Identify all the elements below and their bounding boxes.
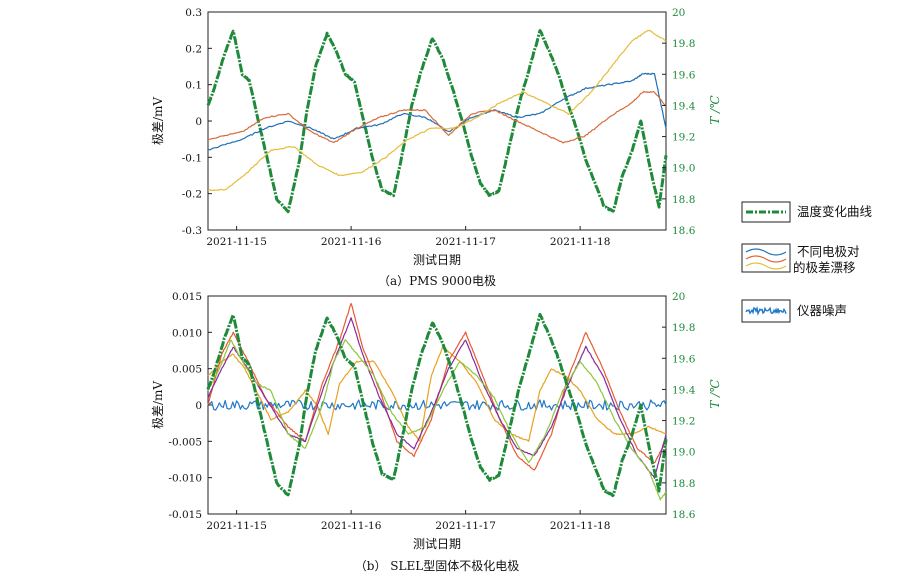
y2-tick-label: 20 [672, 291, 685, 303]
legend-drift-label-line2: 的极差漂移 [793, 260, 856, 275]
legend-noise-line-icon [745, 305, 787, 316]
panel-a-caption: （a）PMS 9000电极 [378, 274, 496, 288]
x-tick-label: 2021-11-15 [206, 236, 267, 248]
panel-a-y-ticks: 0.3 0.2 0.1 0 -0.1 -0.2 -0.3 [182, 7, 212, 237]
y2-tick-label: 18.8 [672, 194, 695, 206]
y-tick-label: -0.015 [168, 509, 202, 521]
panel-b-series [206, 302, 668, 501]
x-tick-label: 2021-11-17 [435, 236, 496, 248]
y2-tick-label: 19.6 [672, 353, 696, 365]
legend-temperature-label: 温度变化曲线 [797, 204, 873, 219]
y2-tick-label: 19.4 [672, 384, 696, 396]
y2-tick-label: 19.0 [672, 163, 695, 175]
y2-tick-label: 20 [672, 7, 685, 19]
legend-noise-label: 仪器噪声 [797, 303, 847, 318]
x-tick-label: 2021-11-18 [550, 236, 611, 248]
panel-b-y-ticks: 0.015 0.010 0.005 0 -0.005 -0.010 -0.015 [168, 291, 212, 521]
y-tick-label: 0.2 [185, 43, 202, 55]
legend: 温度变化曲线 不同电极对 的极差漂移 仪器噪声 [741, 201, 873, 323]
y2-tick-label: 19.8 [672, 322, 695, 334]
panel-b-x-axis-label: 测试日期 [413, 536, 461, 551]
y2-tick-label: 18.8 [672, 478, 695, 490]
legend-drift-label-line1: 不同电极对 [797, 244, 860, 259]
drift-series-line-3 [207, 317, 667, 479]
drift-series-line-3 [207, 29, 667, 192]
y-tick-label: 0 [195, 116, 202, 128]
panel-a-y-axis-label: 极差/mV [151, 97, 165, 145]
legend-item-drift: 不同电极对 的极差漂移 [741, 243, 860, 275]
x-tick-label: 2021-11-18 [550, 520, 611, 532]
legend-drift-line-blue-icon [745, 248, 787, 256]
panel-a-y2-axis-label: T /℃ [708, 95, 722, 125]
x-tick-label: 2021-11-16 [321, 520, 382, 532]
y-tick-label: 0.010 [172, 327, 202, 339]
drift-series-line-4 [207, 339, 667, 501]
y-tick-label: 0.005 [172, 364, 202, 376]
y-tick-label: -0.1 [182, 152, 202, 164]
drift-series-line-2 [207, 90, 667, 144]
panel-b-y2-axis-label: T /℃ [708, 379, 722, 409]
y2-tick-label: 19.6 [672, 69, 696, 81]
temperature-series-line [206, 312, 668, 498]
x-tick-label: 2021-11-17 [435, 520, 496, 532]
x-tick-label: 2021-11-16 [321, 236, 382, 248]
temperature-series-line [206, 29, 668, 214]
y-tick-label: -0.005 [168, 436, 202, 448]
panel-a: 2021-11-15 2021-11-16 2021-11-17 2021-11-18… [151, 7, 722, 288]
drift-series-line-2 [207, 302, 667, 471]
y2-tick-label: 19.2 [672, 132, 695, 144]
legend-noise-wave [745, 305, 787, 316]
panel-b-caption: （b） SLEL型固体不极化电极 [355, 559, 519, 573]
y-tick-label: 0 [195, 400, 202, 412]
y2-tick-label: 19.2 [672, 416, 695, 428]
y-tick-label: -0.3 [182, 225, 202, 237]
legend-item-temperature: 温度变化曲线 [741, 201, 873, 223]
legend-drift-line-orange-icon [745, 255, 787, 263]
panel-a-x-axis-label: 测试日期 [413, 252, 461, 267]
y-tick-label: 0.1 [185, 80, 202, 92]
panel-b-y-axis-label: 极差/mV [151, 381, 165, 429]
y2-tick-label: 19.4 [672, 100, 696, 112]
legend-item-noise: 仪器噪声 [741, 299, 847, 323]
panel-a-x-ticks: 2021-11-15 2021-11-16 2021-11-17 2021-11-18 [206, 226, 610, 248]
y2-tick-label: 18.6 [672, 509, 696, 521]
panel-b-y2-ticks: 20 19.8 19.6 19.4 19.2 19.0 18.8 18.6 [662, 291, 696, 521]
y-tick-label: 0.3 [185, 7, 202, 19]
panel-b-x-ticks: 2021-11-15 2021-11-16 2021-11-17 2021-11-18 [206, 510, 610, 532]
legend-drift-line-yellow-icon [745, 262, 787, 270]
x-tick-label: 2021-11-15 [206, 520, 267, 532]
y-tick-label: -0.010 [168, 473, 202, 485]
drift-series-line-1 [207, 345, 667, 442]
panel-a-y2-ticks: 20 19.8 19.6 19.4 19.2 19.0 18.8 18.6 [662, 7, 696, 237]
panel-b: 2021-11-15 2021-11-16 2021-11-17 2021-11-18… [151, 291, 722, 573]
y-tick-label: 0.015 [172, 291, 202, 303]
panel-a-series [206, 29, 668, 214]
y2-tick-label: 19.0 [672, 447, 695, 459]
y2-tick-label: 19.8 [672, 38, 695, 50]
y2-tick-label: 18.6 [672, 225, 696, 237]
noise-series-line [207, 399, 667, 411]
y-tick-label: -0.2 [182, 189, 202, 201]
